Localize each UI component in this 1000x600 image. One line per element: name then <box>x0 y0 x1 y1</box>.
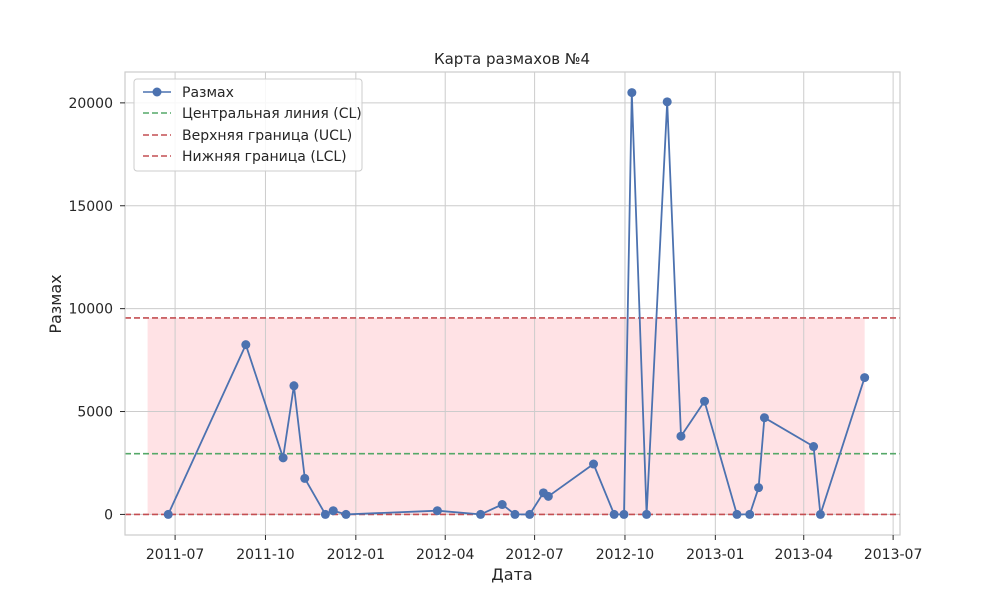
x-tick-label: 2012-07 <box>505 547 564 563</box>
data-point <box>860 373 870 383</box>
y-tick-label: 5000 <box>77 405 113 421</box>
data-point <box>809 442 819 452</box>
tolerance-band-area <box>147 317 865 515</box>
y-axis-label: Размах <box>46 274 65 333</box>
series-razmakh <box>163 88 870 519</box>
data-point <box>510 509 520 519</box>
data-point <box>627 88 637 98</box>
y-tick-label: 15000 <box>68 199 113 215</box>
chart-title: Карта размахов №4 <box>434 50 590 68</box>
data-point <box>497 500 507 510</box>
data-point <box>815 509 825 519</box>
data-point <box>163 509 173 519</box>
data-point <box>289 381 299 391</box>
x-tick-label: 2011-10 <box>236 547 295 563</box>
legend-cl-label: Центральная линия (CL) <box>182 106 362 122</box>
data-point <box>341 509 351 519</box>
legend-lcl-label: Нижняя граница (LCL) <box>182 149 347 165</box>
data-point <box>278 453 288 463</box>
legend-item-series: Размах <box>143 85 234 101</box>
x-axis-label: Дата <box>491 565 532 584</box>
legend-series-label: Размах <box>182 85 234 101</box>
y-tick-label: 0 <box>104 507 113 523</box>
data-point <box>589 459 599 469</box>
legend-item-lcl: Нижняя граница (LCL) <box>143 149 347 165</box>
data-point <box>432 506 442 516</box>
data-point <box>525 509 535 519</box>
data-point <box>759 413 769 423</box>
data-point <box>676 431 686 441</box>
data-point <box>320 509 330 519</box>
legend-item-ucl: Верхняя граница (UCL) <box>143 128 352 144</box>
legend-series-marker <box>152 87 162 97</box>
x-tick-label: 2012-10 <box>596 547 655 563</box>
data-point <box>619 509 629 519</box>
data-point <box>328 506 338 516</box>
data-point <box>662 97 672 107</box>
x-axis-ticks: 2011-07 2011-10 2012-01 2012-04 2012-07 2012-… <box>146 535 923 563</box>
data-point <box>642 509 652 519</box>
data-point <box>241 340 251 350</box>
x-tick-label: 2011-07 <box>146 547 205 563</box>
legend-ucl-label: Верхняя граница (UCL) <box>182 128 352 144</box>
data-point <box>476 509 486 519</box>
legend-item-cl: Центральная линия (CL) <box>143 106 362 122</box>
data-point <box>732 509 742 519</box>
x-tick-label: 2012-01 <box>327 547 386 563</box>
data-point <box>700 396 710 406</box>
legend: Размах Центральная линия (CL) Верхняя гр… <box>133 78 363 172</box>
x-tick-label: 2013-07 <box>864 547 923 563</box>
data-point <box>745 509 755 519</box>
y-tick-label: 10000 <box>68 302 113 318</box>
plot-frame <box>124 71 901 536</box>
data-point <box>754 483 764 493</box>
y-tick-label: 20000 <box>68 96 113 112</box>
data-point <box>609 509 619 519</box>
y-axis-ticks: 0 5000 10000 15000 20000 <box>68 96 125 523</box>
tolerance-band <box>147 317 865 515</box>
legend-box <box>133 78 363 172</box>
x-tick-label: 2013-01 <box>686 547 745 563</box>
x-tick-label: 2013-04 <box>774 547 833 563</box>
x-tick-label: 2012-04 <box>416 547 475 563</box>
data-point <box>300 473 310 483</box>
data-point <box>543 491 553 501</box>
series-line <box>167 91 866 516</box>
